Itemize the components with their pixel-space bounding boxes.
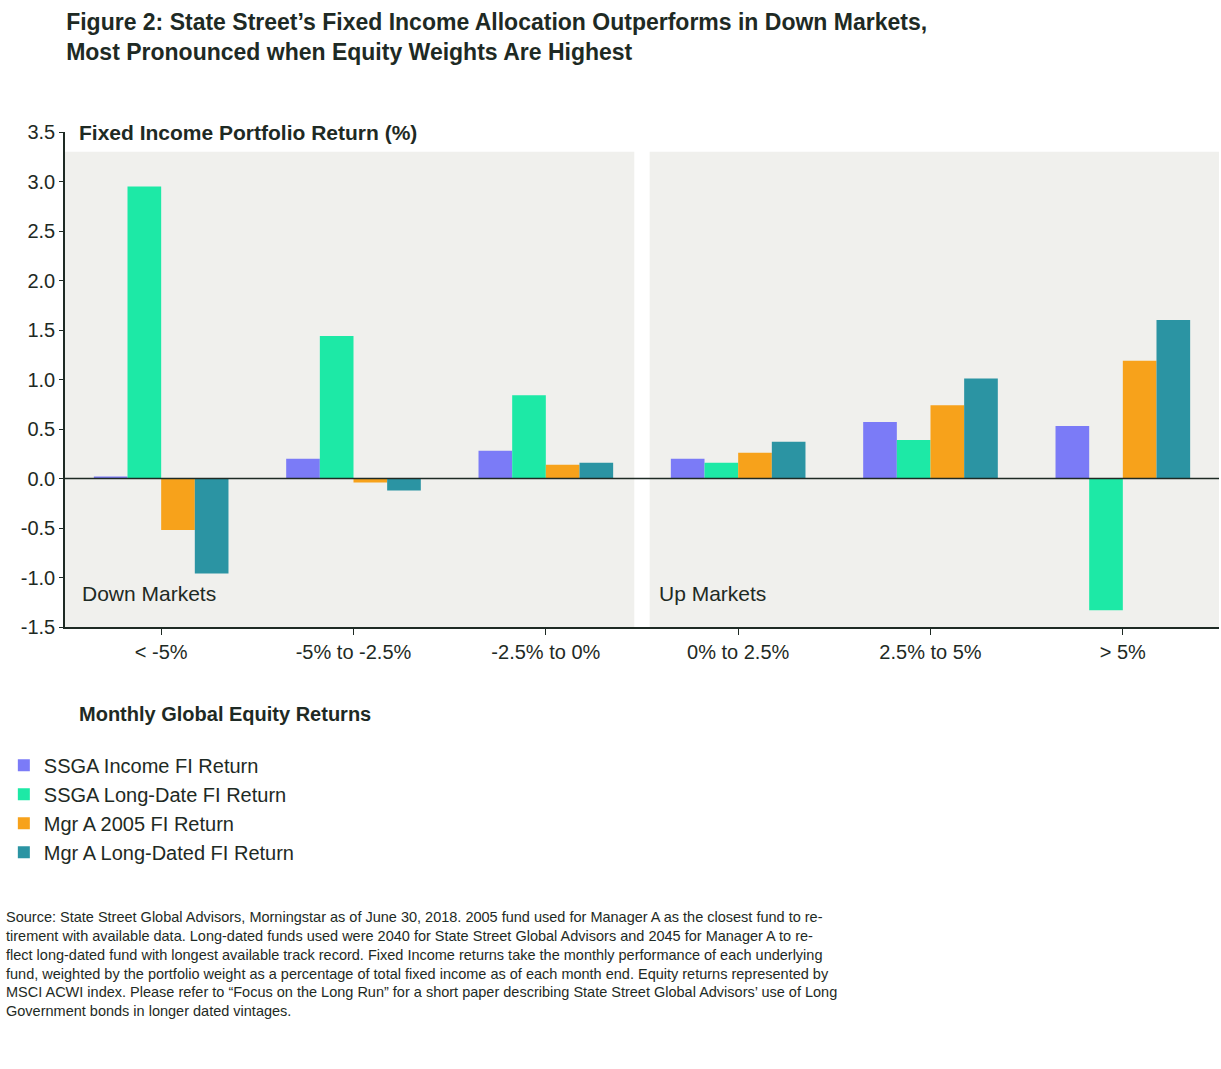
svg-text:-2.5% to 0%: -2.5% to 0% — [491, 641, 600, 663]
svg-text:Fixed Income Portfolio Return: Fixed Income Portfolio Return (%) — [79, 121, 417, 144]
svg-text:Mgr A Long-Dated FI Return: Mgr A Long-Dated FI Return — [44, 842, 294, 864]
svg-text:SSGA Income FI Return: SSGA Income FI Return — [44, 755, 259, 777]
svg-text:0.5: 0.5 — [27, 418, 55, 440]
svg-text:Mgr A 2005 FI Return: Mgr A 2005 FI Return — [44, 813, 234, 835]
svg-text:3.0: 3.0 — [27, 171, 55, 193]
svg-text:-1.0: -1.0 — [21, 567, 55, 589]
svg-text:Up Markets: Up Markets — [659, 582, 766, 605]
svg-text:3.5: 3.5 — [27, 121, 55, 143]
svg-text:SSGA Long-Date FI Return: SSGA Long-Date FI Return — [44, 784, 286, 806]
svg-text:Figure 2: State Street’s Fixed: Figure 2: State Street’s Fixed Income Al… — [66, 9, 927, 65]
svg-text:2.5: 2.5 — [27, 220, 55, 242]
svg-text:> 5%: > 5% — [1100, 641, 1146, 663]
svg-text:2.5% to 5%: 2.5% to 5% — [879, 641, 982, 663]
svg-text:Down Markets: Down Markets — [82, 582, 216, 605]
svg-text:2.0: 2.0 — [27, 270, 55, 292]
svg-text:Monthly Global Equity Returns: Monthly Global Equity Returns — [79, 703, 371, 725]
svg-text:1.5: 1.5 — [27, 319, 55, 341]
svg-text:0% to 2.5%: 0% to 2.5% — [687, 641, 790, 663]
svg-text:Source: State Street Global Ad: Source: State Street Global Advisors, Mo… — [6, 909, 837, 1019]
svg-text:-5% to -2.5%: -5% to -2.5% — [296, 641, 412, 663]
svg-text:< -5%: < -5% — [135, 641, 188, 663]
svg-text:1.0: 1.0 — [27, 369, 55, 391]
svg-text:-1.5: -1.5 — [21, 616, 55, 638]
svg-text:-0.5: -0.5 — [21, 517, 55, 539]
svg-text:0.0: 0.0 — [27, 468, 55, 490]
